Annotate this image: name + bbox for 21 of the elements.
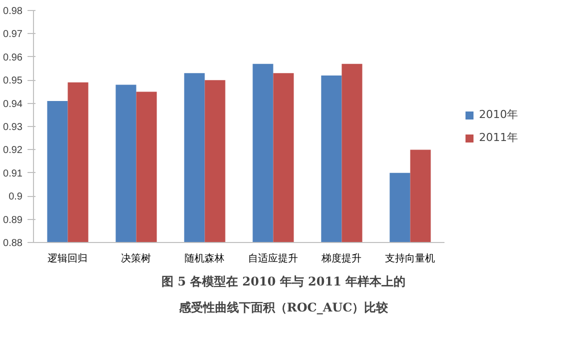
y-tick-label: 0.9 [8,192,23,203]
y-tick-label: 0.97 [3,29,23,40]
x-tick-label: 决策树 [121,252,152,264]
y-tick-label: 0.94 [3,98,23,110]
x-tick-label: 随机森林 [184,252,225,264]
text: 图 5 各模型在 2010 年与 2011 年样本上的 [161,274,406,288]
y-tick-label: 0.95 [3,76,23,87]
legend-label: 2011年 [479,130,519,145]
y-tick-label: 0.92 [3,145,23,156]
text: 感受性曲线下面积（ROC_AUC）比较 [178,300,390,314]
y-tick-label: 0.91 [3,168,23,180]
x-tick-label: 自适应提升 [248,252,298,264]
y-tick-label: 0.93 [3,122,23,133]
x-tick-label: 梯度提升 [320,252,362,264]
y-tick-label: 0.88 [3,238,23,249]
x-tick-label: 支持向量机 [385,252,436,264]
y-tick-label: 0.89 [3,214,23,226]
y-tick-label: 0.96 [3,52,23,64]
legend-label: 2010年 [479,107,519,122]
y-tick-label: 0.98 [3,6,23,17]
x-tick-label: 逻辑回归 [48,252,88,264]
